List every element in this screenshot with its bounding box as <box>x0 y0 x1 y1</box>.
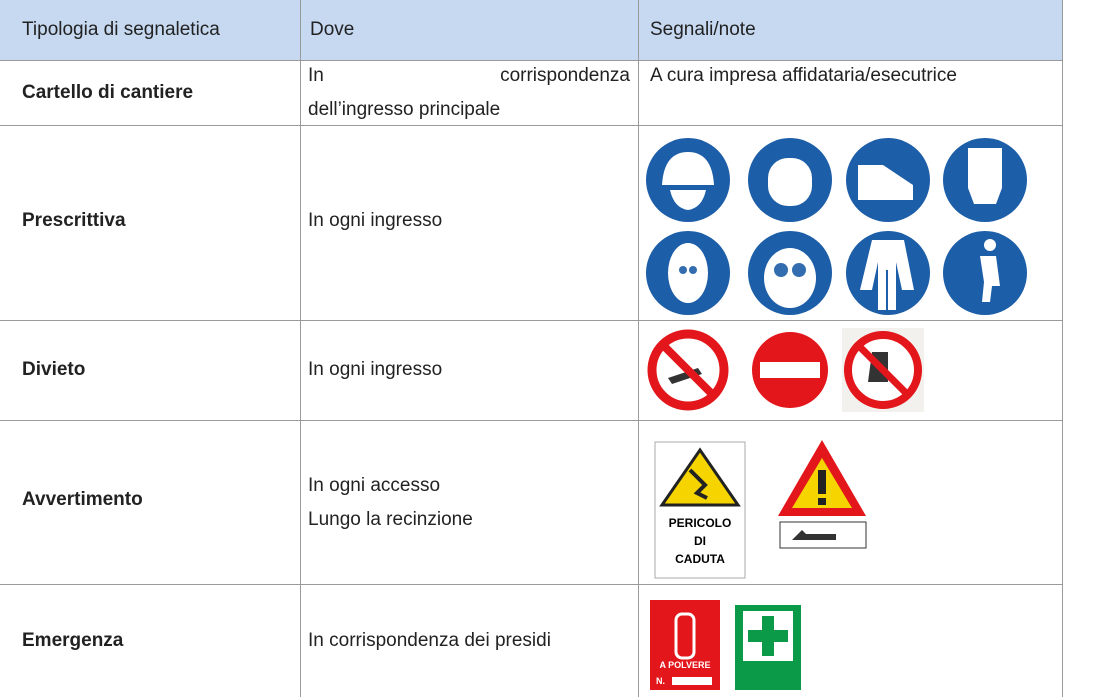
column-divider <box>1062 0 1063 697</box>
header-cell: Dove <box>310 19 355 40</box>
location-line: In ogni ingresso <box>308 359 443 380</box>
location-line: In corrispondenza dei presidi <box>308 630 551 651</box>
warning-signs: PERICOLO DI CADUTA <box>654 440 867 579</box>
location-line: dell’ingresso principale <box>308 99 501 120</box>
column-divider <box>638 0 639 697</box>
row-divider <box>0 420 1062 421</box>
location-line: In corrispondenza <box>308 65 630 86</box>
row-divider <box>0 125 1062 126</box>
sign-text: CADUTA <box>675 552 725 566</box>
emergency-signs: A POLVERE N. <box>650 600 801 690</box>
row-divider <box>0 584 1062 585</box>
location-line: In ogni ingresso <box>308 210 443 231</box>
column-divider <box>300 0 301 697</box>
location-line: Lungo la recinzione <box>308 509 473 530</box>
type-cell: Emergenza <box>22 630 124 651</box>
location-line: In ogni accesso <box>308 475 441 496</box>
prohibition-signs <box>647 328 924 412</box>
header-cell: Tipologia di segnaletica <box>22 19 220 40</box>
type-cell: Divieto <box>22 359 86 380</box>
type-cell: Avvertimento <box>22 489 143 510</box>
row-divider <box>0 60 1062 61</box>
header-row <box>0 0 1062 60</box>
row-divider <box>0 320 1062 321</box>
sign-text: A POLVERE <box>659 660 710 670</box>
sign-text: PERICOLO <box>669 516 732 530</box>
note-cell: A cura impresa affidataria/esecutrice <box>650 65 957 86</box>
mandatory-glyphs <box>662 148 1002 310</box>
header-cell: Segnali/note <box>650 19 756 40</box>
sign-text: DI <box>694 534 706 548</box>
sign-text: N. <box>656 676 665 686</box>
type-cell: Prescrittiva <box>22 210 126 231</box>
type-cell: Cartello di cantiere <box>22 82 194 103</box>
mandatory-details <box>679 263 806 277</box>
